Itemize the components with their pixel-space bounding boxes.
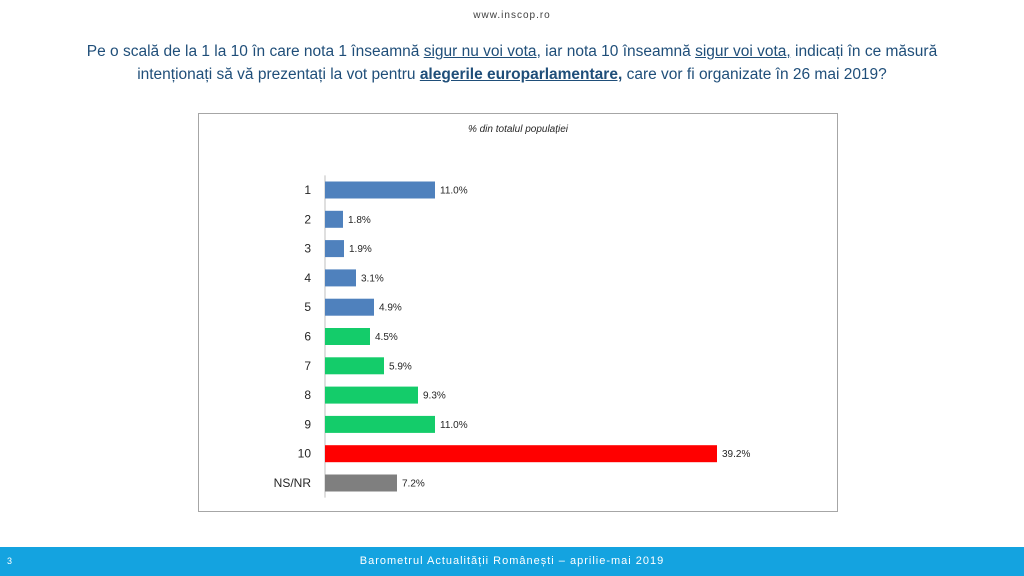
bar (325, 474, 397, 492)
category-label: 3 (304, 242, 311, 256)
data-label: 3.1% (361, 273, 384, 284)
category-label: 1 (304, 183, 311, 197)
category-label: 5 (304, 300, 311, 314)
category-label: 2 (304, 212, 311, 226)
question-emphasis-1: sigur nu voi vota (423, 43, 537, 60)
data-label: 4.5% (375, 332, 398, 343)
question-text-2: , iar nota 10 înseamnă (536, 43, 696, 60)
bar (325, 269, 356, 287)
data-label: 39.2% (722, 449, 750, 460)
question-text-4: care vor fi organizate în 26 mai 2019? (622, 66, 887, 83)
data-label: 1.8% (348, 215, 371, 226)
category-label: 6 (304, 330, 311, 344)
bar (325, 415, 435, 433)
category-label: 8 (304, 388, 311, 402)
data-label: 4.9% (379, 303, 402, 314)
data-label: 11.0% (440, 186, 468, 197)
question-emphasis-2: sigur voi vota, (695, 43, 791, 60)
bar (325, 240, 344, 258)
bar (325, 357, 384, 375)
chart-container: % din totalul populației 1 11.0% 2 1.8% 3 1.9… (198, 113, 838, 512)
data-label: 11.0% (440, 420, 468, 431)
question-emphasis-3: alegerile europarlamentare, (419, 66, 623, 83)
bar (325, 210, 343, 228)
website-url: www.inscop.ro (473, 10, 551, 21)
bar (325, 181, 435, 199)
chart-title: % din totalul populației (467, 124, 569, 135)
data-label: 1.9% (349, 244, 372, 255)
footer-title: Barometrul Actualității Românești – apri… (359, 555, 665, 567)
bar (325, 328, 370, 345)
category-label: NS/NR (274, 476, 312, 490)
bar (325, 445, 717, 463)
footer-bar: 3 Barometrul Actualității Românești – ap… (0, 547, 1024, 576)
question-text-3: indicați în ce măsură intenționați să vă… (137, 43, 938, 83)
category-label: 10 (298, 447, 312, 461)
survey-question: Pe o scală de la 1 la 10 în care nota 1 … (60, 40, 964, 86)
bar (325, 298, 374, 316)
category-label: 7 (304, 359, 311, 373)
question-text-1: Pe o scală de la 1 la 10 în care nota 1 … (86, 43, 424, 60)
bar (325, 386, 418, 404)
data-label: 7.2% (402, 479, 425, 490)
category-label: 9 (304, 417, 311, 431)
category-label: 4 (304, 271, 311, 285)
bar-chart: 1 11.0% 2 1.8% 3 1.9% 4 3.1% 5 4.9% 6 4.5% 7 5.9% 8 9.3… (274, 175, 750, 498)
data-label: 5.9% (389, 361, 412, 372)
page-number: 3 (7, 556, 13, 566)
data-label: 9.3% (423, 391, 446, 402)
